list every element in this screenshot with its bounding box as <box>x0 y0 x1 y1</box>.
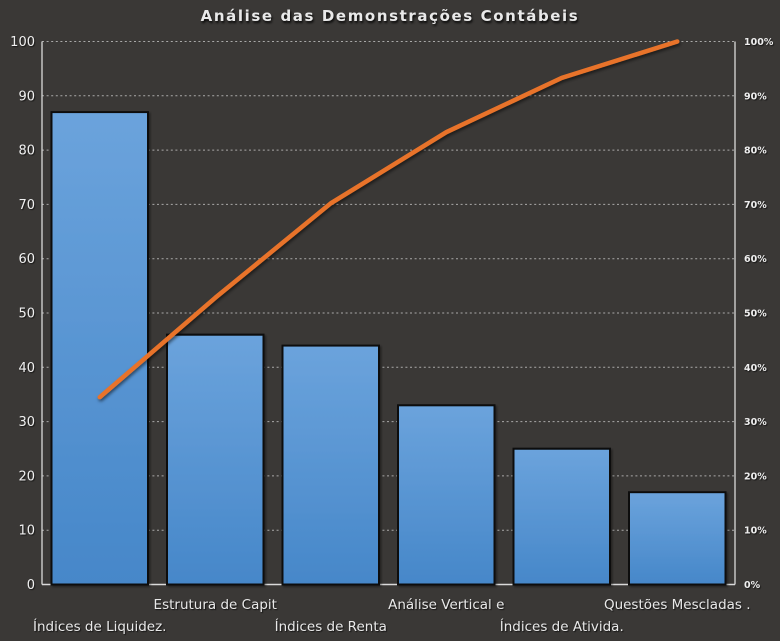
bar-1 <box>50 111 149 586</box>
left-axis-tick-label: 20 <box>18 469 35 484</box>
bar-3 <box>281 344 380 586</box>
left-axis-tick-label: 0 <box>27 578 35 593</box>
right-axis-tick-label: 70% <box>744 200 767 211</box>
left-axis-tick-label: 50 <box>18 307 35 322</box>
left-axis-tick-label: 90 <box>18 89 35 104</box>
left-axis-tick-label: 60 <box>18 252 35 267</box>
right-axis-tick-label: 0% <box>744 580 761 591</box>
bar-6 <box>628 491 727 586</box>
category-label: Análise Vertical e <box>388 597 504 613</box>
right-axis-tick-label: 60% <box>744 254 767 265</box>
category-label: Índices de Renta <box>275 618 387 635</box>
right-axis-tick-label: 50% <box>744 309 767 320</box>
category-label: Questões Mescladas . <box>604 597 751 613</box>
right-axis-tick-label: 90% <box>744 91 767 102</box>
category-label: Índices de Ativida. <box>500 618 624 635</box>
left-axis-tick-label: 10 <box>18 524 35 539</box>
right-axis-tick-label: 80% <box>744 146 767 157</box>
right-axis-tick-label: 40% <box>744 363 767 374</box>
left-axis-tick-label: 80 <box>18 144 35 159</box>
category-label: Estrutura de Capit <box>154 597 277 613</box>
right-axis-tick-label: 10% <box>744 526 767 537</box>
left-axis-tick-label: 70 <box>18 198 35 213</box>
left-axis-tick-label: 100 <box>10 35 35 50</box>
bar-2 <box>166 333 265 586</box>
category-label: Índices de Liquidez. <box>33 618 166 635</box>
chart-title: Análise das Demonstrações Contábeis <box>200 7 580 25</box>
left-axis-tick-label: 40 <box>18 361 35 376</box>
right-axis-tick-label: 30% <box>744 417 767 428</box>
right-axis-tick-label: 20% <box>744 471 767 482</box>
bar-4 <box>397 404 496 586</box>
cumulative-percentage-line <box>97 39 680 400</box>
left-axis-tick-label: 30 <box>18 415 35 430</box>
right-axis-tick-label: 100% <box>744 37 774 48</box>
bar-5 <box>512 447 611 586</box>
